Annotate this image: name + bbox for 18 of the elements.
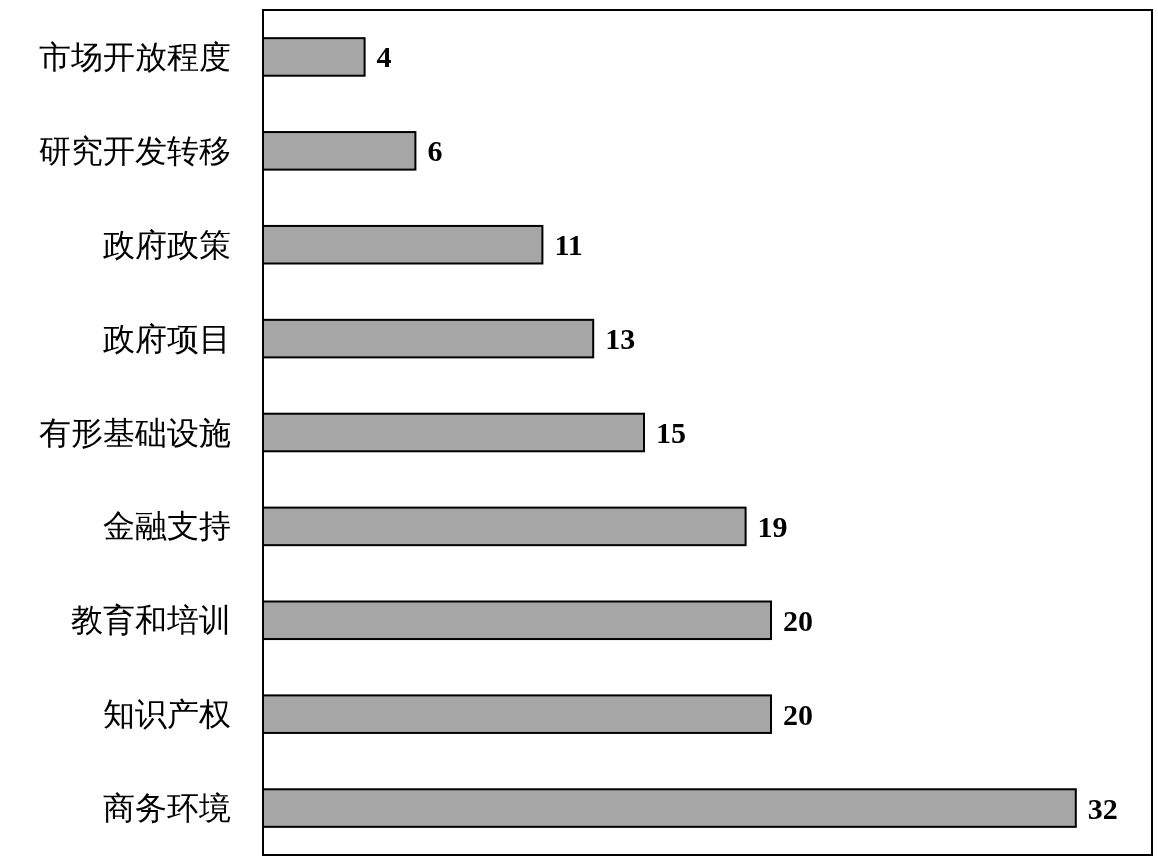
y-tick-label: 政府政策 <box>103 226 231 263</box>
y-tick-label: 有形基础设施 <box>39 414 231 451</box>
data-label: 4 <box>376 40 392 74</box>
y-tick-label: 金融支持 <box>103 508 231 545</box>
y-tick-label: 政府项目 <box>103 320 231 357</box>
data-label: 20 <box>783 697 813 731</box>
data-label: 32 <box>1087 791 1118 825</box>
y-tick-label: 市场开放程度 <box>39 38 231 75</box>
data-label: 6 <box>427 134 443 168</box>
y-tick-label: 商务环境 <box>103 790 231 827</box>
data-label: 20 <box>783 603 813 637</box>
data-label: 15 <box>656 416 686 449</box>
y-tick-label: 知识产权 <box>103 696 231 733</box>
y-tick-label: 教育和培训 <box>71 602 231 639</box>
data-label: 19 <box>757 509 788 543</box>
data-label: 13 <box>605 322 636 356</box>
y-tick-label: 研究开发转移 <box>39 132 231 169</box>
data-label: 11 <box>554 228 583 262</box>
